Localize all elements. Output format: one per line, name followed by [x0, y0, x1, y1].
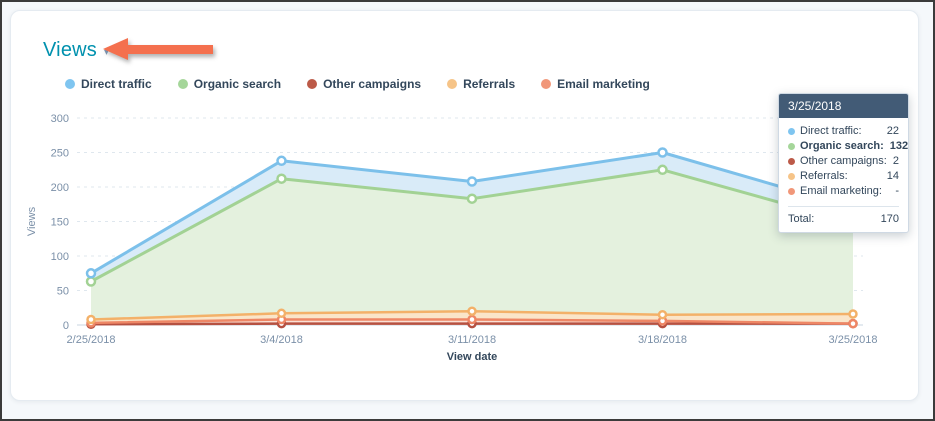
legend-item-other-campaigns[interactable]: Other campaigns: [307, 77, 421, 91]
tooltip-total-label: Total:: [788, 213, 815, 225]
chart-point-organic-search[interactable]: [657, 164, 668, 176]
chart-point-organic-search[interactable]: [85, 276, 97, 287]
tooltip-row-organic-search-: Organic search: 132: [788, 140, 908, 152]
chart-point-email-marketing[interactable]: [848, 318, 858, 329]
tooltip-date: 3/25/2018: [779, 94, 908, 118]
tooltip-row-email-marketing-: Email marketing: -: [788, 185, 899, 197]
y-tick-label: 300: [51, 113, 69, 125]
legend-label: Email marketing: [557, 77, 650, 91]
report-card: Views ▾ Direct traffic Organic search Othe…: [10, 10, 919, 401]
tooltip-label: Direct traffic:: [800, 125, 862, 137]
tooltip-value: -: [895, 185, 899, 197]
legend-item-organic-search[interactable]: Organic search: [177, 77, 282, 91]
tooltip-dot: [788, 172, 795, 180]
tooltip-label: Email marketing:: [800, 185, 882, 197]
chart-point-referrals[interactable]: [467, 306, 477, 316]
tooltip-value: 22: [886, 125, 899, 137]
y-tick-label: 100: [51, 251, 69, 263]
tooltip-rows: Direct traffic: 22 Organic search: 132 Other…: [779, 118, 908, 203]
chart-point-direct-traffic[interactable]: [657, 147, 668, 158]
x-tick-label: 3/25/2018: [829, 334, 878, 346]
legend-item-email-marketing[interactable]: Email marketing: [541, 77, 650, 91]
tooltip-dot: [788, 157, 795, 165]
legend-label: Direct traffic: [81, 77, 152, 91]
tooltip-label: Organic search:: [800, 140, 884, 152]
page-title: Views: [43, 39, 97, 61]
legend-item-referrals[interactable]: Referrals: [447, 77, 515, 91]
tooltip-label: Referrals:: [800, 170, 848, 182]
chart-point-direct-traffic[interactable]: [466, 176, 478, 187]
x-tick-label: 3/4/2018: [260, 334, 303, 346]
legend-item-direct-traffic[interactable]: Direct traffic: [65, 77, 152, 91]
arrow-head: [103, 38, 128, 60]
tooltip-row-direct-traffic-: Direct traffic: 22: [788, 125, 899, 137]
tooltip-value: 14: [886, 170, 899, 182]
chart-point-organic-search[interactable]: [466, 193, 478, 204]
legend-dot-other-campaigns: [307, 79, 318, 89]
views-area-chart: 0 50 100 150 200 250 300 Views View date 2/25/201…: [26, 113, 878, 363]
legend-dot-direct-traffic: [65, 79, 75, 89]
chart-point-referrals[interactable]: [848, 309, 858, 319]
chart-point-direct-traffic[interactable]: [85, 268, 97, 279]
tooltip-dot: [788, 127, 795, 135]
legend-dot-referrals: [447, 79, 458, 89]
tooltip-value: 132: [889, 140, 909, 152]
tooltip-dot: [788, 187, 795, 195]
legend-label: Organic search: [193, 77, 282, 91]
y-tick-label: 250: [51, 148, 69, 160]
tooltip-row-referrals-: Referrals: 14: [788, 170, 899, 182]
x-tick-label: 2/25/2018: [67, 334, 116, 346]
y-tick-label: 50: [57, 286, 69, 298]
chart-point-organic-search[interactable]: [276, 173, 287, 184]
legend-dot-organic-search: [177, 79, 188, 89]
tooltip-dot: [788, 142, 795, 150]
legend-label: Other campaigns: [323, 77, 422, 91]
x-tick-label: 3/11/2018: [448, 334, 496, 346]
chart-point-referrals[interactable]: [86, 314, 96, 325]
arrow-shaft: [128, 44, 213, 54]
y-tick-label: 200: [51, 182, 69, 194]
x-tick-label: 3/18/2018: [638, 334, 687, 346]
chart-point-email-marketing[interactable]: [467, 314, 477, 325]
chart-point-direct-traffic[interactable]: [276, 155, 287, 167]
y-tick-label: 150: [51, 217, 69, 229]
legend-dot-email-marketing: [541, 79, 552, 89]
tooltip-label: Other campaigns:: [800, 155, 887, 167]
report-title-row: Views ▾: [43, 39, 109, 62]
tooltip-total-row: Total: 170: [788, 206, 899, 232]
y-tick-label: 0: [63, 320, 69, 332]
chart-point-referrals[interactable]: [657, 309, 668, 320]
x-axis-title: View date: [447, 351, 498, 363]
chart-point-referrals[interactable]: [276, 308, 287, 319]
chart-legend: Direct traffic Organic search Other campai…: [65, 77, 650, 91]
y-axis-title: Views: [26, 206, 38, 236]
tooltip-total-value: 170: [880, 213, 899, 225]
legend-label: Referrals: [463, 77, 516, 91]
tooltip-row-other-campaigns-: Other campaigns: 2: [788, 155, 899, 167]
chart-tooltip: 3/25/2018 Direct traffic: 22 Organic searc…: [778, 93, 909, 233]
tooltip-value: 2: [892, 155, 899, 167]
annotation-arrow-icon: [103, 38, 213, 60]
chart-area-organic-search: [91, 169, 853, 320]
